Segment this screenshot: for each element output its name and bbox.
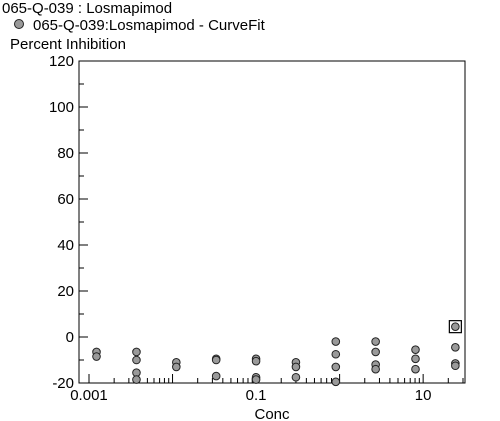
data-point xyxy=(132,355,141,365)
legend-label: 065-Q-039:Losmapimod - CurveFit xyxy=(33,17,265,34)
y-tick-label: 0 xyxy=(66,329,74,346)
data-point xyxy=(451,361,460,371)
data-point xyxy=(92,352,101,361)
data-point xyxy=(132,347,141,357)
data-point xyxy=(451,322,460,331)
x-tick-label: 0.001 xyxy=(70,387,108,404)
data-point xyxy=(371,364,380,374)
y-tick-label: -20 xyxy=(52,375,74,392)
chart-title: 065-Q-039 : Losmapimod xyxy=(2,0,173,17)
data-point xyxy=(132,375,141,384)
data-point xyxy=(411,345,420,354)
data-point xyxy=(251,375,261,384)
y-axis: -20 0 20 40 60 80 100 120 xyxy=(49,53,88,392)
outlier-box xyxy=(448,320,462,334)
data-point xyxy=(331,349,341,359)
y-tick-label: 40 xyxy=(57,237,74,254)
y-tick-label: 80 xyxy=(57,145,74,162)
data-point xyxy=(291,362,301,372)
x-tick-label: 10 xyxy=(415,387,432,404)
y-tick-label: 20 xyxy=(57,283,74,300)
legend-marker xyxy=(14,19,24,29)
x-axis: 0.001 0.1 10 xyxy=(70,374,464,404)
data-point xyxy=(411,364,420,374)
data-point xyxy=(451,343,460,352)
y-tick-label: 120 xyxy=(49,53,74,70)
y-tick-label: 100 xyxy=(49,99,74,116)
y-tick-label: 60 xyxy=(57,191,74,208)
data-point xyxy=(411,354,420,364)
data-point xyxy=(291,372,301,382)
data-point xyxy=(211,371,221,381)
x-axis-label: Conc xyxy=(254,406,290,421)
data-point xyxy=(251,356,261,366)
y-axis-label: Percent Inhibition xyxy=(10,36,126,53)
legend: 065-Q-039:Losmapimod - CurveFit xyxy=(14,17,265,34)
data-point xyxy=(211,355,221,365)
data-point xyxy=(331,362,341,372)
data-point xyxy=(331,337,341,346)
data-point xyxy=(371,337,380,346)
data-point xyxy=(371,347,380,357)
plot-frame xyxy=(78,60,466,384)
x-tick-label: 0.1 xyxy=(246,387,267,404)
data-point xyxy=(331,377,341,387)
data-point xyxy=(172,362,181,372)
data-points xyxy=(92,320,462,387)
